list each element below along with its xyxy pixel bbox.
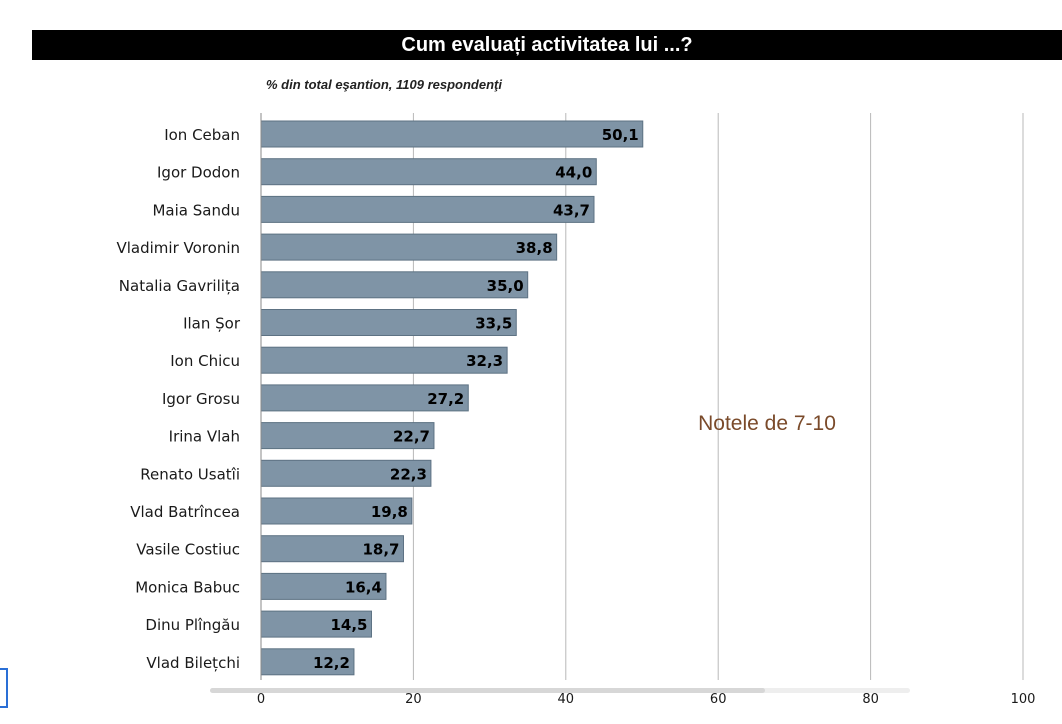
category-label: Dinu Plîngău [145, 616, 240, 634]
scrollbar-thumb[interactable] [210, 688, 765, 693]
value-label: 22,3 [390, 465, 427, 483]
bar [260, 459, 432, 487]
x-tick-label: 60 [710, 692, 727, 707]
category-label: Vladimir Voronin [117, 239, 241, 257]
value-label: 35,0 [487, 277, 524, 295]
category-label: Monica Babuc [135, 578, 240, 596]
bar [260, 120, 644, 148]
x-tick-label: 100 [1011, 692, 1036, 707]
value-label: 27,2 [427, 390, 464, 408]
bar [260, 497, 413, 525]
category-label: Natalia Gavrilița [119, 277, 240, 295]
bar [260, 309, 517, 336]
value-label: 16,4 [345, 578, 382, 596]
value-label: 32,3 [466, 352, 503, 370]
category-label: Igor Dodon [157, 164, 240, 182]
edge-bracket [0, 668, 8, 708]
x-tick-label: 0 [257, 692, 265, 707]
bar [260, 610, 372, 638]
horizontal-scrollbar[interactable] [210, 688, 910, 693]
bar [260, 271, 529, 299]
bar [260, 158, 597, 186]
category-label: Ilan Șor [183, 315, 241, 333]
x-tick-label: 20 [405, 692, 422, 707]
bar [260, 648, 355, 676]
value-label: 38,8 [516, 239, 553, 257]
category-label: Vlad Bilețchi [146, 654, 240, 672]
category-label: Renato Usatîi [140, 465, 240, 483]
value-label: 14,5 [330, 616, 367, 634]
value-label: 50,1 [602, 126, 639, 144]
value-label: 22,7 [393, 428, 430, 446]
value-label: 44,0 [555, 164, 592, 182]
chart-title: Cum evaluați activitatea lui ...? [32, 30, 1062, 60]
category-label: Maia Sandu [152, 201, 240, 219]
value-label: 33,5 [475, 315, 512, 333]
category-label: Vlad Batrîncea [130, 503, 240, 521]
bar [260, 195, 595, 223]
annotation-label: Notele de 7-10 [698, 412, 836, 435]
bar [260, 233, 558, 261]
value-label: 12,2 [313, 654, 350, 672]
x-tick-label: 80 [862, 692, 879, 707]
category-label: Ion Chicu [170, 352, 240, 370]
value-label: 19,8 [371, 503, 408, 521]
x-tick-label: 40 [558, 692, 575, 707]
value-label: 43,7 [553, 201, 590, 219]
bar [260, 384, 469, 412]
category-label: Irina Vlah [169, 428, 240, 446]
category-label: Igor Grosu [162, 390, 240, 408]
category-label: Ion Ceban [164, 126, 240, 144]
category-label: Vasile Costiuc [136, 541, 240, 559]
chart-subtitle: % din total eşantion, 1109 respondenţi [266, 77, 502, 92]
value-label: 18,7 [362, 541, 399, 559]
bar [260, 422, 435, 450]
bar [260, 572, 387, 600]
